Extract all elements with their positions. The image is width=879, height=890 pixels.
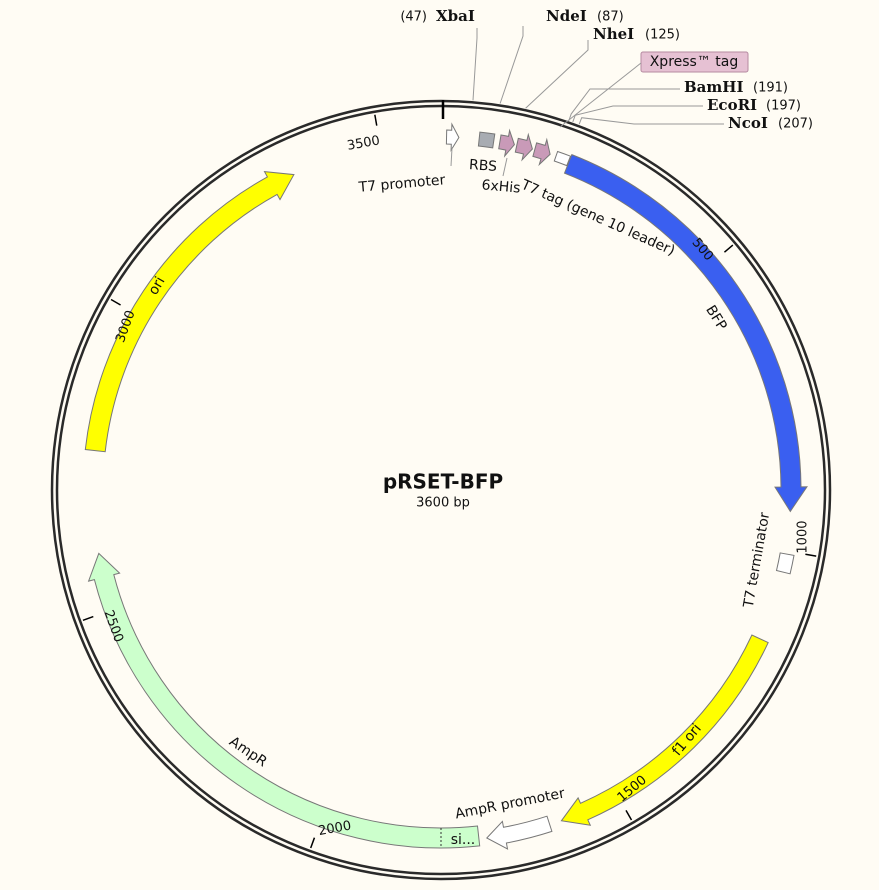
site-position: (207) (778, 117, 813, 132)
plasmid-length: 3600 bp (416, 496, 470, 511)
tick-mark (110, 298, 121, 306)
sites: XbaI (47) NdeI (87)NheI (125) BamHI (191)EcoRI… (400, 7, 813, 132)
tick-mark (805, 553, 817, 557)
feature-label: RBS (468, 157, 497, 175)
ori (84, 171, 295, 453)
plasmid-name: pRSET-BFP (383, 470, 503, 494)
ampr-promoter (485, 815, 553, 850)
site-leader (525, 40, 589, 109)
site-leader (578, 117, 724, 125)
site-name: EcoRI (707, 96, 757, 114)
feature-label: Xpress™ tag (650, 54, 739, 70)
site-name: NheI (593, 25, 634, 43)
tick-label: 2000 (317, 818, 352, 839)
site-leader (499, 26, 524, 104)
backbone-outer (50, 99, 832, 881)
ampr (87, 552, 481, 849)
tick-mark (625, 810, 633, 821)
site-name: BamHI (684, 78, 743, 96)
feature-label: ori (146, 274, 169, 298)
f1-ori (560, 634, 769, 826)
tick-mark (309, 837, 316, 849)
site-name: NdeI (546, 7, 587, 25)
backbone-inner (55, 104, 827, 876)
tick-mark (82, 615, 94, 622)
xpress-label-box (640, 51, 749, 73)
tick-mark (723, 244, 734, 253)
site-position: (47) (400, 10, 427, 25)
rbs (477, 131, 496, 149)
site-leader (568, 88, 680, 121)
features (84, 122, 808, 850)
site-name: NcoI (728, 114, 768, 132)
his-tag (498, 128, 515, 158)
site-name: XbaI (436, 7, 475, 25)
site-position: (87) (597, 10, 624, 25)
site-position: (197) (766, 99, 801, 114)
xpress-leader (559, 62, 642, 128)
t7-promoter-leader (450, 147, 453, 167)
site-leader (472, 28, 478, 101)
ek-site (553, 150, 572, 167)
feature-label: 6xHis (481, 177, 521, 196)
feature-label: si... (451, 832, 476, 848)
tick-label: 3500 (346, 133, 381, 154)
site-position: (191) (753, 81, 788, 96)
site-position: (125) (645, 28, 680, 43)
xpress-tag (532, 137, 551, 167)
bfp (563, 153, 808, 513)
feature-label: T7 promoter (357, 172, 446, 196)
site-leader (572, 105, 703, 123)
t7-promoter (445, 122, 460, 152)
tick-mark (374, 114, 378, 126)
tick-label: 1000 (796, 520, 811, 553)
t7-tag (514, 132, 533, 162)
t7-terminator (775, 552, 795, 575)
his-leader (502, 157, 508, 177)
